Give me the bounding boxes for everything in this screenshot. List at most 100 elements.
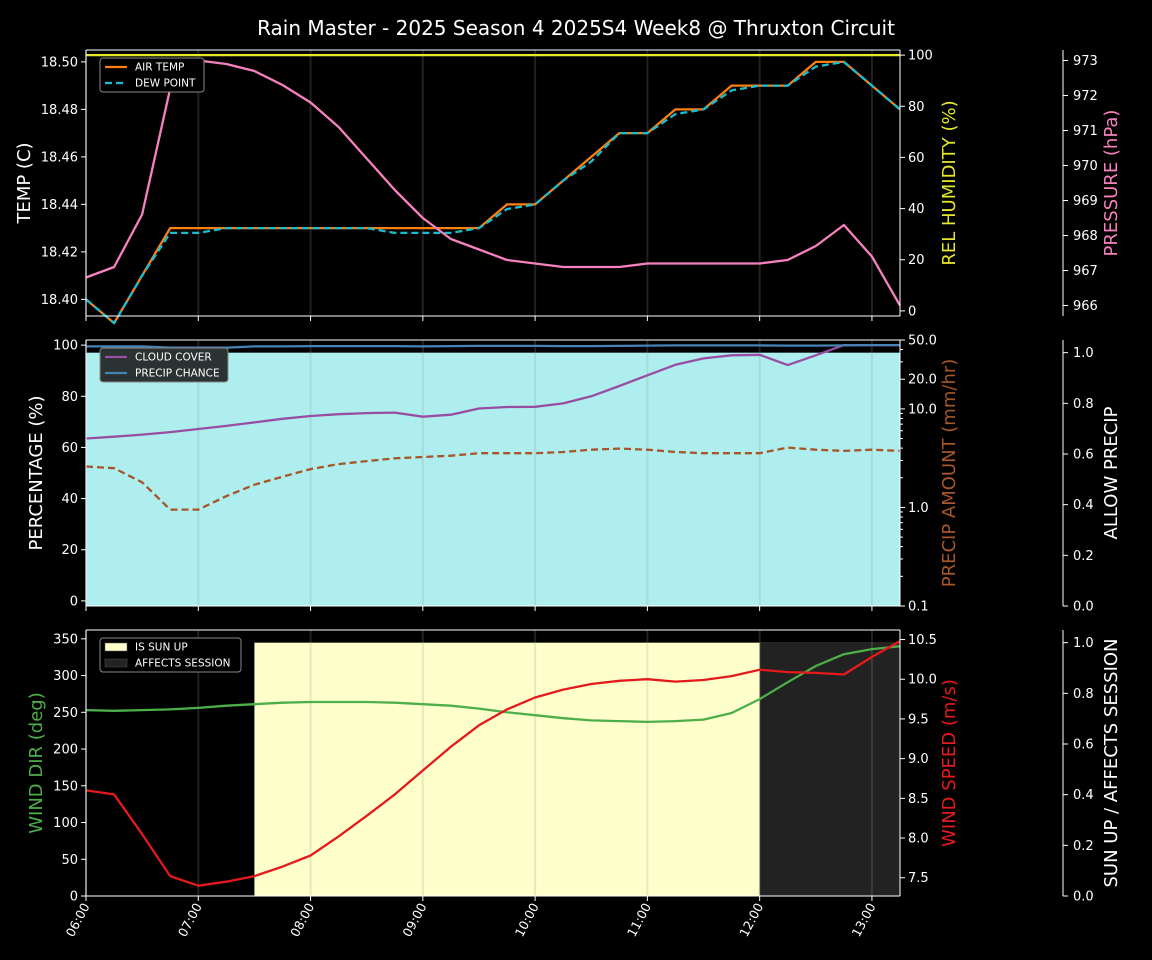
y-far-right-tick-label: 966 xyxy=(1073,299,1098,314)
y-right-tick-label: 40 xyxy=(908,202,925,217)
x-tick-label: 09:00 xyxy=(399,900,429,939)
y-far-right-tick-label: 968 xyxy=(1073,229,1098,244)
y-left-tick-label: 20 xyxy=(61,543,78,558)
y-left-tick-label: 300 xyxy=(53,669,78,684)
y-left-tick-label: 18.42 xyxy=(41,245,78,260)
y-left-tick-label: 100 xyxy=(53,339,78,354)
series-line-0-1 xyxy=(85,60,901,325)
y-left-tick-label: 350 xyxy=(53,632,78,647)
figure-title: Rain Master - 2025 Season 4 2025S4 Week8… xyxy=(257,16,895,40)
x-tick-label: 07:00 xyxy=(175,900,205,939)
series-line-1-0 xyxy=(85,343,900,440)
x-tick-label: 08:00 xyxy=(287,900,317,939)
series-line-2-1 xyxy=(85,640,901,887)
y-far-right-tick-label: 1.0 xyxy=(1073,346,1094,361)
y-right-tick-label: 8.0 xyxy=(908,832,929,847)
affects-session-band xyxy=(759,642,900,896)
y-left-tick-label: 0 xyxy=(70,890,78,905)
y-left-tick-label: 18.50 xyxy=(41,55,78,70)
legend-box xyxy=(99,347,229,383)
y-far-right-tick-label: 969 xyxy=(1073,194,1098,209)
y-left-tick-label: 100 xyxy=(53,816,78,831)
legend-entry: AIR TEMP xyxy=(135,62,184,74)
y-left-tick-label: 80 xyxy=(61,390,78,405)
y-left-axis-label: PERCENTAGE (%) xyxy=(26,395,47,550)
y-right-tick-label: 8.5 xyxy=(908,792,929,807)
y-far-right-tick-label: 973 xyxy=(1073,54,1098,69)
legend-swatch xyxy=(104,642,128,652)
y-far-right-tick-label: 0.2 xyxy=(1073,549,1094,564)
legend-entry: PRECIP CHANCE xyxy=(135,368,220,380)
y-right-tick-label: 10.5 xyxy=(908,633,937,648)
panel-precipitation: 0 20 40 60 80 100 0.1 1.0 10.0 20.0 50.0 0.0 0.2 0.4 0… xyxy=(26,334,1122,615)
y-far-right-tick-label: 971 xyxy=(1073,124,1098,139)
y-left-tick-label: 18.44 xyxy=(41,198,78,213)
y-far-right-tick-label: 0.6 xyxy=(1073,738,1094,753)
y-left-tick-label: 200 xyxy=(53,743,78,758)
y-right-axis-label: WIND SPEED (m/s) xyxy=(939,679,960,847)
y-left-tick-label: 18.46 xyxy=(41,150,78,165)
legend-entry: AFFECTS SESSION xyxy=(135,658,231,670)
y-far-right-tick-label: 0.0 xyxy=(1073,890,1094,905)
y-left-axis-label: WIND DIR (deg) xyxy=(26,692,47,834)
y-left-tick-label: 0 xyxy=(70,594,78,609)
y-right-tick-label: 0.1 xyxy=(908,600,929,615)
series-line-0-3 xyxy=(85,59,901,307)
y-right-tick-label: 9.0 xyxy=(908,752,929,767)
x-tick-label: 10:00 xyxy=(512,900,542,939)
legend-swatch xyxy=(104,658,128,668)
y-right-axis-label: REL HUMIDITY (%) xyxy=(939,100,960,265)
y-far-right-tick-label: 0.2 xyxy=(1073,839,1094,854)
y-far-right-axis-label: SUN UP / AFFECTS SESSION xyxy=(1101,638,1122,887)
x-tick-label: 06:00 xyxy=(62,900,92,939)
series-line-1-1 xyxy=(86,343,900,349)
series-line-0-0 xyxy=(85,60,901,325)
legend: AIR TEMP DEW POINT xyxy=(99,57,205,93)
legend: IS SUN UP AFFECTS SESSION xyxy=(99,637,242,673)
y-far-right-tick-label: 0.4 xyxy=(1073,498,1094,513)
y-right-tick-label: 60 xyxy=(908,151,925,166)
y-far-right-tick-label: 967 xyxy=(1073,264,1098,279)
y-left-tick-label: 40 xyxy=(61,492,78,507)
y-far-right-tick-label: 0.8 xyxy=(1073,687,1094,702)
y-right-tick-label: 80 xyxy=(908,100,925,115)
y-far-right-axis-label: PRESSURE (hPa) xyxy=(1101,110,1122,257)
y-far-right-tick-label: 0.4 xyxy=(1073,788,1094,803)
x-tick-label: 11:00 xyxy=(624,900,654,939)
y-right-tick-label: 100 xyxy=(908,49,933,64)
panel-wind: 0 50 100 150 200 250 300 350 7.5 8.0 8.5 9.0 9.5 10.0… xyxy=(26,629,1122,905)
y-far-right-axis-label: ALLOW PRECIP xyxy=(1101,406,1122,539)
y-right-tick-label: 20 xyxy=(908,253,925,268)
allow-precip-fill xyxy=(86,352,900,606)
legend-entry: IS SUN UP xyxy=(135,642,188,654)
x-tick-label: 13:00 xyxy=(848,900,878,939)
y-left-tick-label: 18.48 xyxy=(41,103,78,118)
y-left-tick-label: 60 xyxy=(61,441,78,456)
y-far-right-tick-label: 0.8 xyxy=(1073,397,1094,412)
y-right-tick-label: 10.0 xyxy=(908,402,937,417)
y-right-tick-label: 20.0 xyxy=(908,373,937,388)
series-line-2-0 xyxy=(85,645,901,724)
y-right-tick-label: 50.0 xyxy=(908,334,937,349)
y-right-tick-label: 7.5 xyxy=(908,871,929,886)
y-right-tick-label: 0 xyxy=(908,304,916,319)
legend-entry: DEW POINT xyxy=(135,78,196,90)
y-right-tick-label: 1.0 xyxy=(908,501,929,516)
x-tick-label: 12:00 xyxy=(736,900,766,939)
y-left-tick-label: 150 xyxy=(53,779,78,794)
y-left-tick-label: 50 xyxy=(61,853,78,868)
y-far-right-tick-label: 972 xyxy=(1073,89,1098,104)
panel-temperature: 18.40 18.42 18.44 18.46 18.48 18.50 0 20 40 60 80 1… xyxy=(14,49,1122,325)
y-far-right-tick-label: 970 xyxy=(1073,159,1098,174)
y-left-tick-label: 250 xyxy=(53,706,78,721)
y-left-axis-label: TEMP (C) xyxy=(14,142,35,224)
legend-box xyxy=(99,637,242,673)
y-left-tick-label: 18.40 xyxy=(41,293,78,308)
y-far-right-tick-label: 0.6 xyxy=(1073,448,1094,463)
y-far-right-tick-label: 0.0 xyxy=(1073,600,1094,615)
series-line-1-2 xyxy=(85,446,901,511)
y-right-axis-label: PRECIP AMOUNT (mm/hr) xyxy=(939,359,960,588)
y-right-tick-label: 9.5 xyxy=(908,712,929,727)
y-far-right-tick-label: 1.0 xyxy=(1073,636,1094,651)
